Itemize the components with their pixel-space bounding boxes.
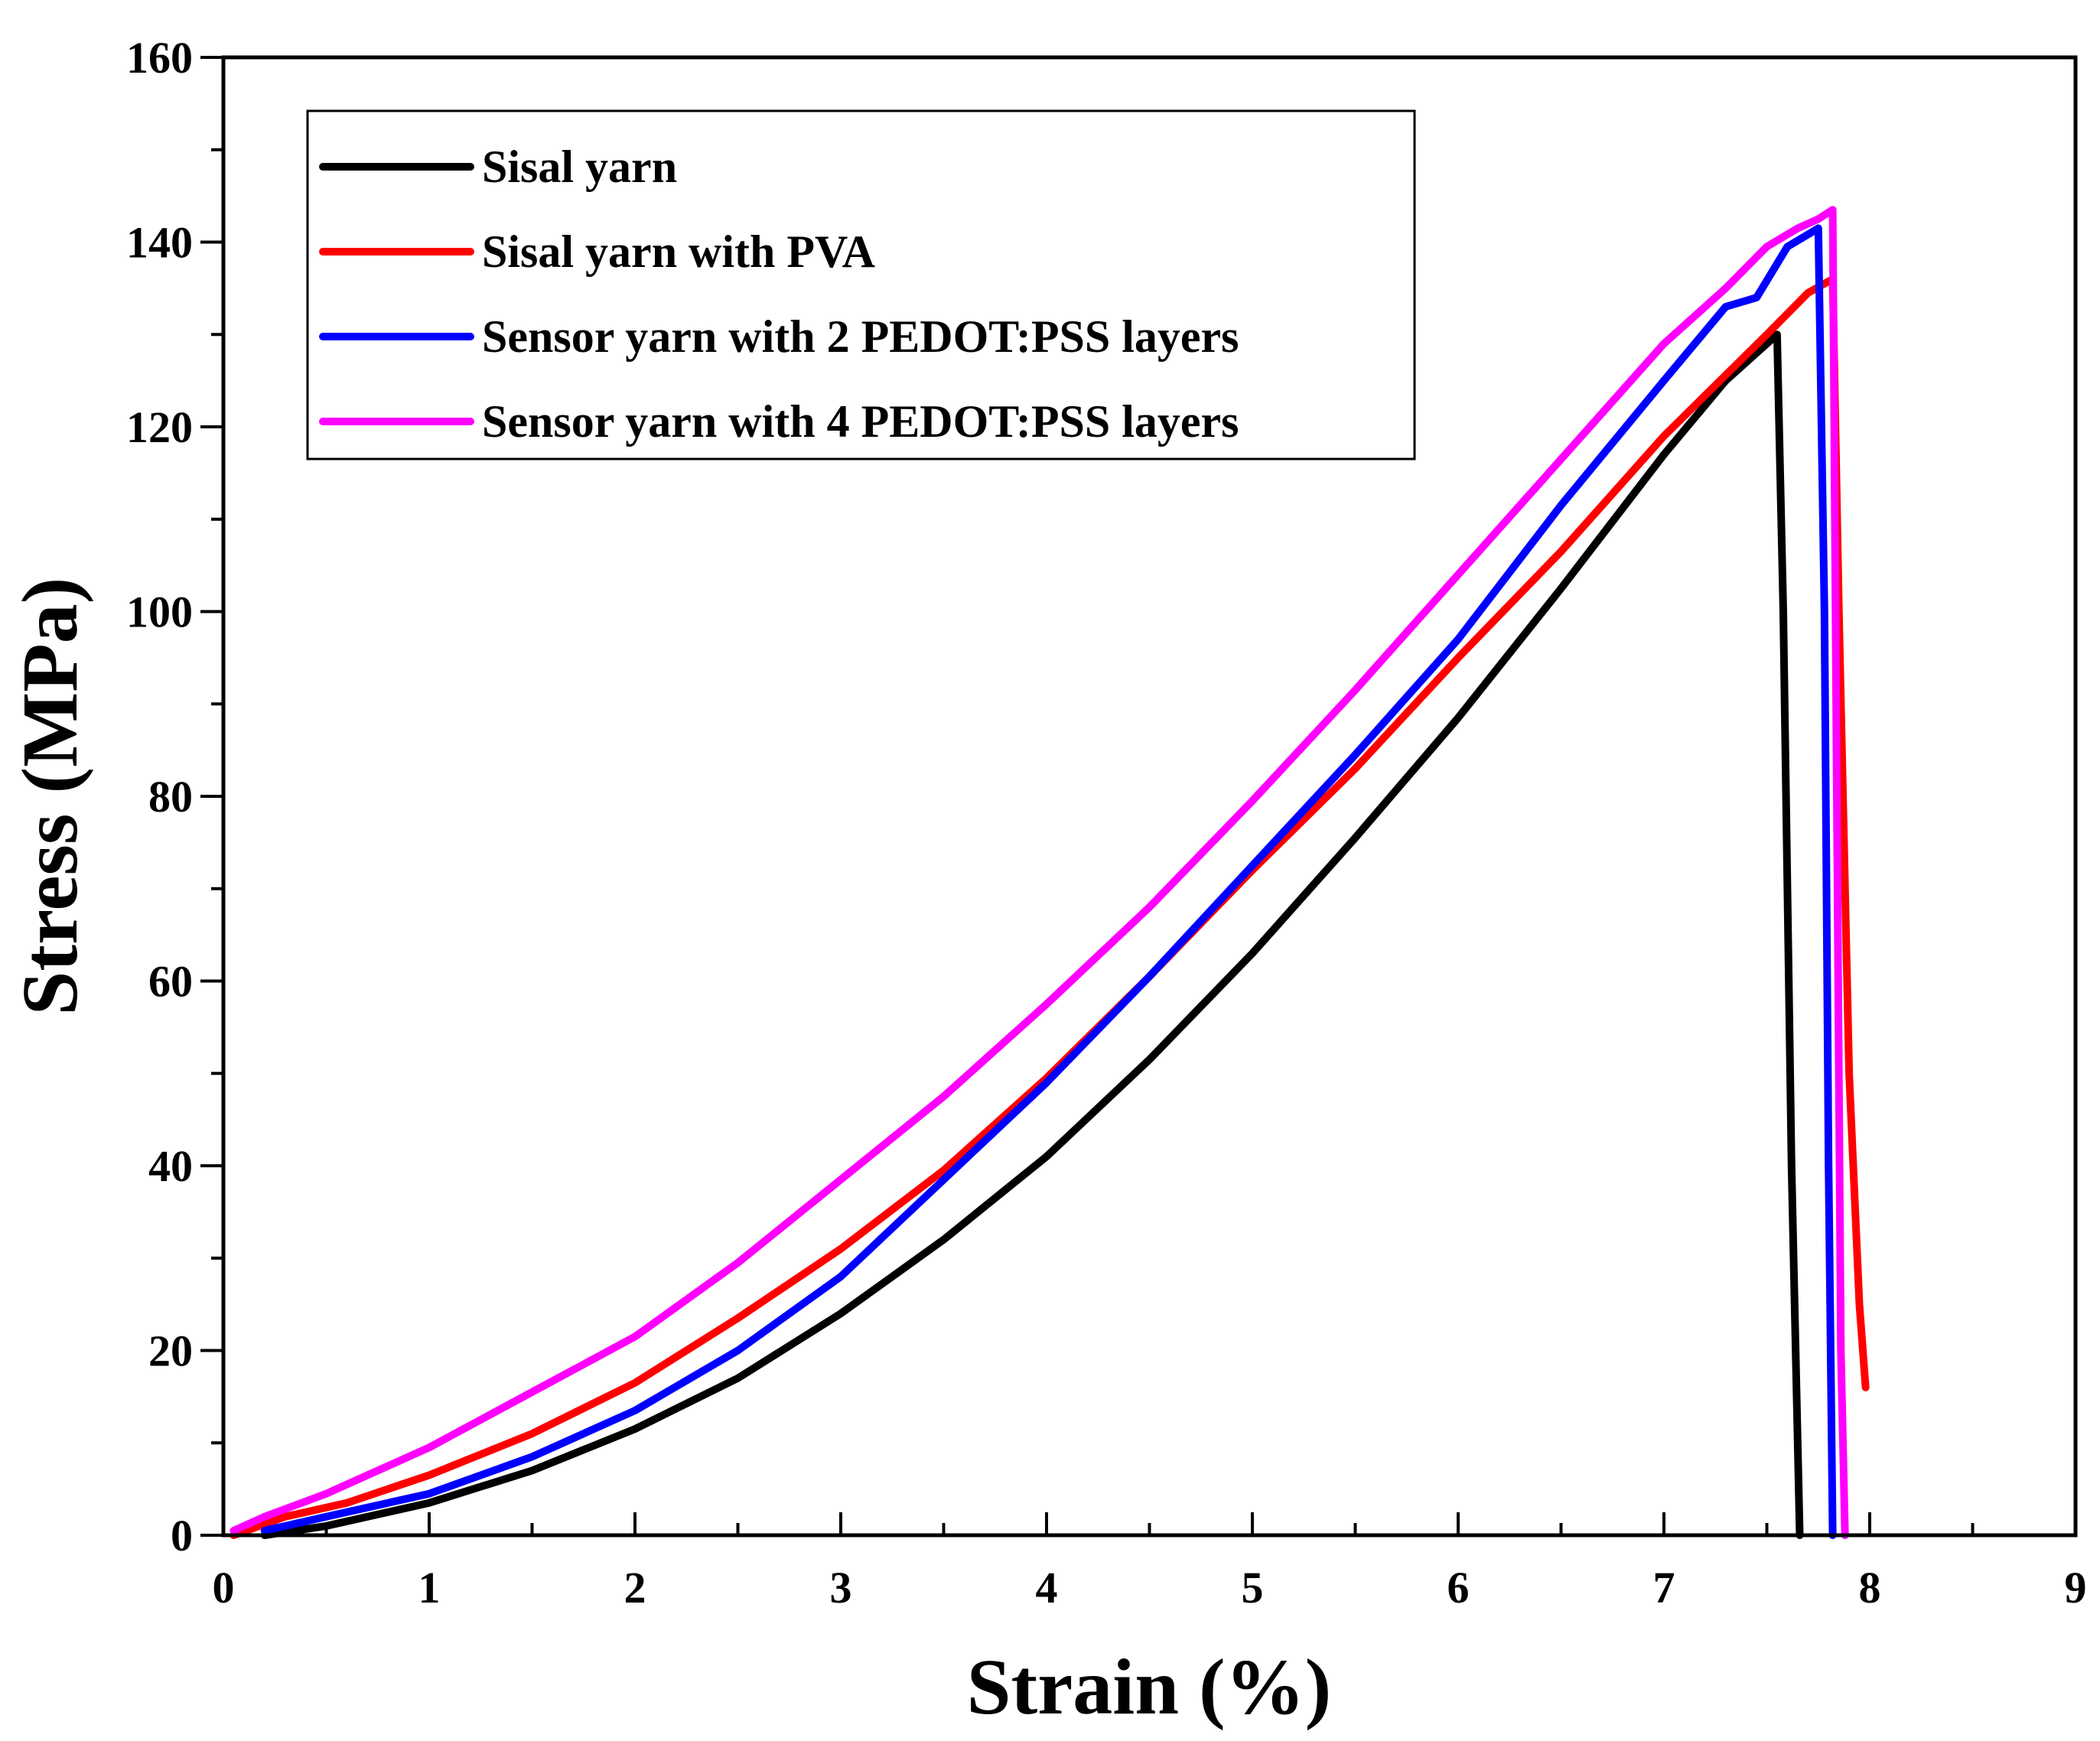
y-tick-label: 160 [126,33,193,83]
y-axis-title: Stress (MPa) [6,578,94,1016]
tick-labels-group: 0 1 2 3 4 5 6 7 8 9 0 20 40 60 80 100 120 140 160 [126,33,2087,1612]
series-line-3 [260,224,1837,1539]
series-line-2 [230,275,1870,1539]
legend-label: Sensor yarn with 2 PEDOT:PSS layers [482,311,1239,362]
y-tick-label: 20 [148,1326,193,1376]
x-axis-title: Strain (%) [967,1643,1332,1731]
x-tick-label: 4 [1036,1563,1058,1612]
x-tick-label: 1 [418,1563,441,1612]
x-tick-label: 9 [2065,1563,2087,1612]
y-tick-label: 0 [171,1511,193,1560]
legend: Sisal yarn Sisal yarn with PVA Sensor yarn… [306,109,1416,460]
series-line-4 [230,206,1849,1539]
legend-box [306,109,1416,460]
y-tick-label: 80 [148,772,193,822]
ticks-group [200,56,2077,1537]
y-tick-label: 40 [148,1141,193,1191]
y-tick-label: 120 [126,402,193,452]
x-tick-label: 7 [1653,1563,1675,1612]
x-tick-label: 5 [1242,1563,1264,1612]
y-tick-label: 100 [126,587,193,637]
y-tick-label: 140 [126,218,193,268]
x-tick-label: 3 [830,1563,852,1612]
x-tick-label: 8 [1859,1563,1881,1612]
y-tick-label: 60 [148,957,193,1007]
legend-items: Sisal yarn Sisal yarn with PVA Sensor yarn… [319,142,1239,447]
legend-label: Sisal yarn with PVA [482,226,875,277]
x-tick-label: 2 [624,1563,646,1612]
legend-label: Sisal yarn [482,142,677,192]
x-tick-label: 0 [213,1563,235,1612]
series-line-1 [260,330,1804,1539]
legend-label: Sensor yarn with 4 PEDOT:PSS layers [482,396,1239,447]
x-tick-label: 6 [1447,1563,1470,1612]
series-group [230,206,1870,1539]
